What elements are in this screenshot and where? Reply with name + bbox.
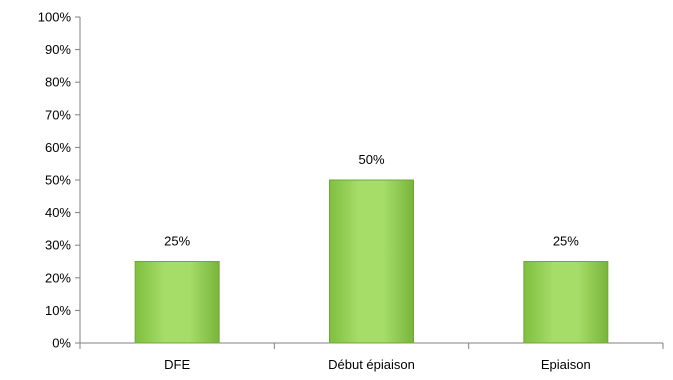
y-tick-label: 0% [52, 336, 71, 351]
data-label: 25% [553, 234, 579, 249]
bar [523, 261, 609, 344]
bar [134, 261, 220, 344]
y-tick-label: 80% [45, 75, 71, 90]
data-label: 25% [164, 234, 190, 249]
y-tick-label: 70% [45, 107, 71, 122]
x-tick-label: Début épiaison [328, 357, 415, 372]
bar [329, 179, 414, 344]
x-tick-label: Epiaison [541, 357, 591, 372]
y-tick-label: 10% [45, 303, 71, 318]
data-labels: 25% 50% 25% [164, 152, 579, 249]
y-tick-label: 60% [45, 140, 71, 155]
bars [134, 179, 609, 344]
y-tick-label: 30% [45, 238, 71, 253]
y-tick-label: 50% [45, 173, 71, 188]
x-tick-label: DFE [164, 357, 190, 372]
y-tick-label: 90% [45, 42, 71, 57]
y-tick-label: 20% [45, 270, 71, 285]
data-label: 50% [358, 152, 384, 167]
x-axis: DFE Début épiaison Epiaison [79, 342, 664, 372]
y-tick-label: 40% [45, 205, 71, 220]
y-tick-label: 100% [38, 10, 72, 25]
y-axis: 0% 10% 20% 30% 40% 50% 60% 70% 80% 90% 100% [38, 10, 81, 351]
